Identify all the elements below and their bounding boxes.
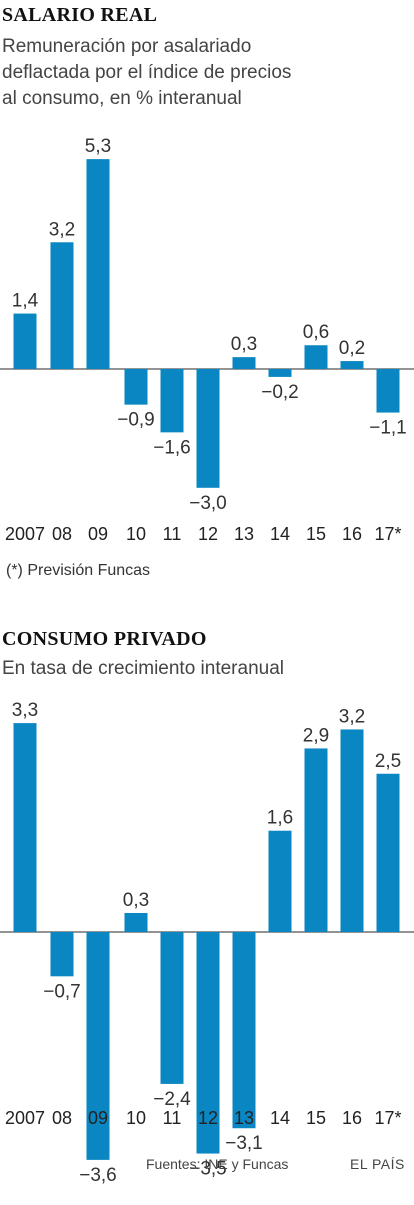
chart2-bar [196, 932, 220, 1154]
chart1-value-label: 3,2 [49, 219, 75, 240]
chart2-value-label: −3,6 [79, 1165, 117, 1186]
chart1-bar [196, 369, 220, 488]
chart2-bar [340, 729, 364, 932]
chart1-category-label: 12 [198, 524, 218, 544]
chart1-value-label: 5,3 [85, 136, 111, 157]
chart1-bar [340, 361, 364, 369]
chart2-bar [13, 723, 37, 932]
chart2-category-label: 16 [342, 1108, 362, 1128]
chart2-category-label: 11 [163, 1108, 182, 1128]
chart2-bar [376, 773, 400, 932]
chart2-value-label: 1,6 [267, 808, 293, 829]
chart2-value-label: 3,3 [12, 700, 38, 721]
chart1-category-label: 11 [163, 524, 182, 544]
chart1-subtitle-line: Remuneración por asalariado [2, 36, 252, 57]
chart1-category-label: 15 [306, 524, 326, 544]
chart1-category-label: 17* [374, 524, 401, 544]
chart1-footnote: (*) Previsión Funcas [6, 562, 151, 579]
chart1-subtitle: Remuneración por asalariado deflactada p… [2, 34, 291, 112]
chart2-value-label: 0,3 [123, 890, 149, 911]
chart2-value-label: −3,5 [189, 1159, 227, 1180]
chart1-value-label: −0,9 [117, 410, 155, 431]
chart2-bar [86, 932, 110, 1160]
chart1-bar [50, 242, 74, 369]
chart2-bar [50, 932, 74, 977]
chart2-bar [232, 932, 256, 1129]
chart1-category-label: 08 [52, 524, 72, 544]
source-credit: Fuentes: INE y Funcas [146, 1156, 289, 1172]
chart1-value-label: 0,6 [303, 322, 329, 343]
chart2-category-label: 10 [126, 1108, 146, 1128]
chart2-category-label: 14 [270, 1108, 290, 1128]
chart1-bar [13, 313, 37, 369]
chart2-category-label: 09 [88, 1108, 108, 1128]
chart2-bar [304, 748, 328, 932]
chart1-category-label: 16 [342, 524, 362, 544]
chart1-value-label: 0,3 [231, 334, 257, 355]
chart1-bar [160, 369, 184, 433]
chart2-category-label: 2007 [5, 1108, 45, 1128]
chart2-title: CONSUMO PRIVADO [2, 628, 207, 650]
chart1-bar [124, 369, 148, 405]
chart2-value-label: −0,7 [43, 981, 81, 1002]
chart1-bar [232, 357, 256, 369]
chart1-category-label: 09 [88, 524, 108, 544]
chart1-plot: 1,4 2007 3,2 08 5,3 09 −0,9 10 −1,6 11 −3,0 12 0,3 13… [0, 136, 414, 544]
chart1-value-label: 1,4 [12, 291, 39, 312]
chart2-category-label: 15 [306, 1108, 326, 1128]
chart1-bar [268, 369, 292, 377]
chart1-subtitle-line: al consumo, en % interanual [2, 88, 242, 109]
chart1-value-label: −1,6 [153, 437, 191, 458]
chart2-category-label: 13 [234, 1108, 254, 1128]
chart1-subtitle-line: deflactada por el índice de precios [2, 62, 292, 83]
chart2-value-label: −2,4 [153, 1089, 191, 1110]
chart2-value-label: 2,9 [303, 725, 329, 746]
chart1-value-label: −0,2 [261, 382, 299, 403]
chart2-value-label: −3,1 [225, 1133, 263, 1154]
chart1-bar [86, 159, 110, 369]
chart2-value-label: 2,5 [375, 751, 401, 772]
chart1-value-label: −1,1 [369, 418, 407, 439]
chart2-bar [124, 913, 148, 932]
chart1-value-label: −3,0 [189, 493, 227, 514]
chart2-plot: 3,3 2007 −0,7 08 −3,6 09 0,3 10 −2,411 −3,5 12 −3,1… [0, 700, 414, 1186]
chart1-category-label: 13 [234, 524, 254, 544]
chart2-category-label: 17* [374, 1108, 401, 1128]
chart2-value-label: 3,2 [339, 706, 365, 727]
chart1-bar [304, 345, 328, 369]
chart2-subtitle-line: En tasa de crecimiento interanual [2, 658, 284, 679]
chart1-category-label: 14 [270, 524, 290, 544]
chart2-subtitle: En tasa de crecimiento interanual [2, 656, 284, 682]
chart2-bar [268, 830, 292, 932]
chart2-category-label: 08 [52, 1108, 72, 1128]
chart2-category-label: 12 [198, 1108, 218, 1128]
chart1-value-label: 0,2 [339, 338, 365, 359]
chart1-category-label: 10 [126, 524, 146, 544]
publisher-logo: EL PAÍS [350, 1156, 405, 1172]
chart1-category-label: 2007 [5, 524, 45, 544]
chart1-bar [376, 369, 400, 413]
chart2-bar [160, 932, 184, 1084]
chart1-title: SALARIO REAL [2, 4, 158, 26]
